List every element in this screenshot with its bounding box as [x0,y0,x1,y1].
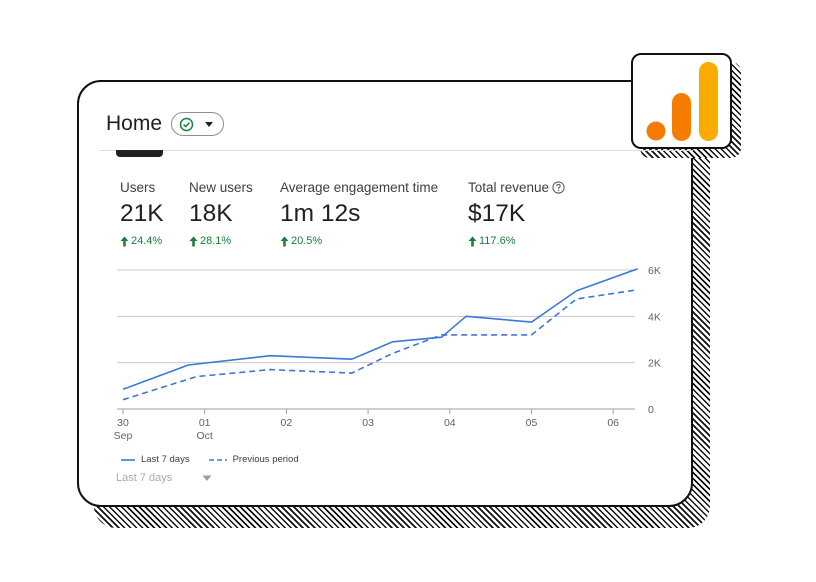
legend-item-last-7-days[interactable]: Last 7 days [121,454,190,465]
metric-new-users[interactable]: New users 18K 28.1% [189,180,253,247]
x-tick-label: 06 [607,417,619,429]
status-dropdown[interactable] [171,112,224,136]
legend-label: Last 7 days [141,454,190,465]
metric-delta: 20.5% [280,235,438,247]
metric-total-revenue[interactable]: Total revenue $17K 117.6% [468,180,565,247]
metric-label: Total revenue [468,180,565,195]
y-tick-label: 2K [648,358,661,370]
metric-value: 18K [189,200,233,227]
page-title: Home [106,112,163,135]
date-range-selector[interactable]: Last 7 days [116,472,212,484]
analytics-logo [631,53,732,149]
metric-value: $17K [468,200,526,227]
date-range-label: Last 7 days [116,472,173,484]
x-tick-label: 01 [199,417,211,429]
metric-delta: 24.4% [120,235,164,247]
legend-item-previous-period[interactable]: Previous period [208,454,299,465]
legend-dashed-line [208,458,227,461]
metric-value: 21K [120,200,164,227]
arrow-up-icon [120,236,129,246]
metric-label: New users [189,180,253,195]
active-tab-indicator [116,150,163,157]
legend-solid-line [121,458,135,461]
arrow-up-icon [280,236,289,246]
metric-delta-value: 117.6% [479,235,516,247]
metric-value: 1m 12s [280,200,361,227]
analytics-logo-icon [646,62,718,141]
metric-label: Users [120,180,156,195]
x-tick-label: 04 [444,417,456,429]
x-tick-label: 05 [526,417,538,429]
arrow-up-icon [189,236,198,246]
x-tick-label: 02 [281,417,293,429]
logo-bar-tall [699,62,718,141]
help-circle-icon[interactable] [552,181,565,194]
x-tick-sublabel: Oct [197,430,213,442]
y-tick-label: 6K [648,265,661,277]
metric-delta-value: 24.4% [131,235,163,247]
logo-dot [646,121,666,141]
legend-label: Previous period [232,454,299,465]
metric-delta-value: 20.5% [291,235,323,247]
metric-delta-value: 28.1% [200,235,232,247]
y-tick-label: 0 [648,404,654,416]
metric-users[interactable]: Users 21K 24.4% [120,180,164,247]
chart-legend: Last 7 days Previous period [121,454,318,465]
series-line-previous-period [122,288,638,401]
metric-delta: 117.6% [468,235,565,247]
arrow-up-icon [468,236,477,246]
metric-label: Average engagement time [280,180,439,195]
metric-label-text: Total revenue [468,180,550,195]
x-tick-sublabel: Sep [114,430,133,442]
caret-down-icon [202,475,212,481]
x-tick-label: 30 [117,417,129,429]
header-divider [100,150,693,151]
x-tick-label: 03 [362,417,374,429]
metric-engagement-time[interactable]: Average engagement time 1m 12s 20.5% [280,180,438,247]
metric-delta: 28.1% [189,235,253,247]
logo-bar-middle [672,93,691,141]
series-line-last-7-days [122,268,638,391]
caret-down-icon [205,122,213,127]
check-circle-icon [179,117,194,132]
analytics-card [77,80,693,507]
y-tick-label: 4K [648,311,661,323]
